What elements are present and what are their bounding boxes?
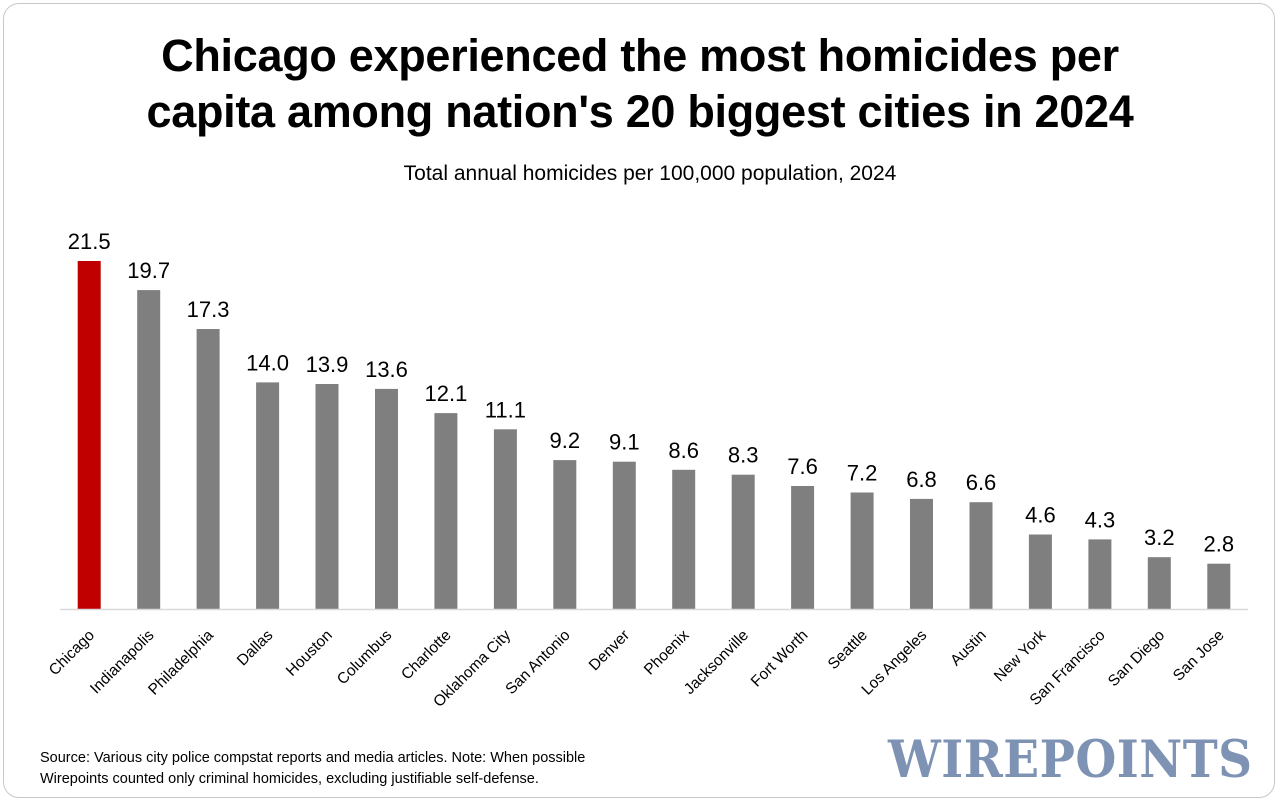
data-label: 6.6 — [966, 470, 997, 495]
x-tick-label: Seattle — [825, 627, 871, 673]
x-tick-label: San Diego — [1105, 627, 1168, 690]
chart-title-line-2: capita among nation's 20 biggest cities … — [146, 86, 1134, 137]
chart-title-line-1: Chicago experienced the most homicides p… — [161, 30, 1119, 81]
data-label: 19.7 — [127, 258, 170, 283]
chart-subtitle: Total annual homicides per 100,000 popul… — [403, 162, 897, 185]
data-label: 12.1 — [424, 381, 467, 406]
x-tick-label: Jacksonville — [681, 627, 752, 698]
x-tick-label: Charlotte — [398, 627, 455, 684]
data-label: 11.1 — [485, 397, 526, 422]
data-label: 7.6 — [787, 454, 818, 479]
x-tick-label: Houston — [283, 627, 336, 680]
x-tick-label: San Jose — [1170, 627, 1228, 685]
data-label: 7.2 — [847, 461, 878, 486]
data-label: 13.9 — [306, 352, 349, 377]
bar-new-york — [1028, 534, 1052, 609]
data-label: 6.8 — [906, 467, 937, 492]
chart-frame — [3, 3, 1275, 798]
bar-san-francisco — [1088, 539, 1112, 609]
x-tick-label: Chicago — [46, 627, 98, 679]
bar-chicago — [77, 261, 101, 609]
data-label: 17.3 — [187, 297, 230, 322]
data-label: 4.3 — [1085, 507, 1116, 532]
data-label: 4.6 — [1025, 503, 1056, 528]
x-tick-label: New York — [991, 627, 1050, 685]
bar-jacksonville — [731, 474, 755, 609]
wirepoints-logo: WIREPOINTS — [888, 730, 1253, 790]
x-tick-label: Columbus — [334, 627, 396, 689]
bar-philadelphia — [196, 329, 220, 609]
bar-dallas — [256, 382, 280, 609]
data-label: 8.6 — [668, 438, 699, 463]
x-tick-label: Austin — [947, 627, 989, 669]
bar-denver — [612, 461, 636, 609]
data-label: 21.5 — [68, 229, 111, 254]
bar-charlotte — [434, 413, 458, 609]
bar-los-angeles — [910, 498, 933, 609]
bar-austin — [969, 502, 993, 609]
source-note-line-2: Wirepoints counted only criminal homicid… — [40, 771, 539, 787]
bar-san-jose — [1207, 563, 1231, 609]
x-tick-label: Dallas — [234, 627, 277, 670]
x-tick-label: Fort Worth — [748, 627, 812, 691]
data-label: 9.1 — [609, 430, 640, 455]
bar-phoenix — [672, 469, 696, 609]
data-label: 8.3 — [728, 443, 759, 468]
data-label: 14.0 — [246, 350, 289, 375]
bar-san-diego — [1147, 557, 1171, 609]
bar-columbus — [375, 388, 398, 609]
bar-seattle — [850, 492, 874, 609]
source-note-line-1: Source: Various city police compstat rep… — [40, 750, 586, 766]
data-label: 3.2 — [1144, 525, 1175, 550]
x-tick-label: San Antonio — [502, 627, 573, 698]
bar-oklahoma-city — [493, 429, 517, 609]
x-tick-label: Phoenix — [641, 627, 693, 679]
data-label: 13.6 — [365, 357, 408, 382]
data-label: 9.2 — [550, 428, 581, 453]
data-label: 2.8 — [1204, 532, 1235, 557]
chart-title: Chicago experienced the most homicides p… — [0, 28, 1280, 140]
bar-houston — [315, 384, 339, 609]
bar-fort-worth — [791, 486, 815, 609]
x-tick-label: Denver — [586, 627, 633, 674]
source-note: Source: Various city police compstat rep… — [40, 748, 585, 790]
bar-san-antonio — [553, 460, 577, 609]
bar-indianapolis — [137, 290, 161, 609]
